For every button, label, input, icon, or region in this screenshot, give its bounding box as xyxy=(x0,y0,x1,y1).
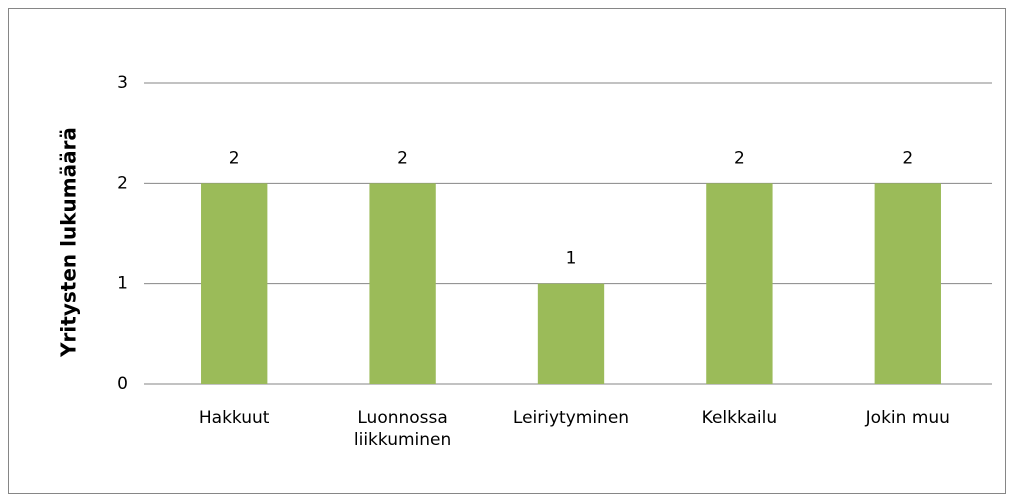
x-tick-label: Hakkuut xyxy=(199,408,270,428)
data-label: 2 xyxy=(734,148,745,168)
bar xyxy=(706,183,773,384)
bar xyxy=(369,183,436,384)
data-label: 2 xyxy=(397,148,408,168)
y-tick-label: 3 xyxy=(117,73,128,93)
y-tick-label: 1 xyxy=(117,274,128,294)
x-tick-label: Luonnossa liikkuminen xyxy=(354,408,451,450)
x-tick-label: Kelkkailu xyxy=(702,408,778,428)
data-label: 2 xyxy=(902,148,913,168)
x-tick-label: Leiriytyminen xyxy=(513,408,629,428)
data-label: 1 xyxy=(566,249,577,269)
y-tick-label: 2 xyxy=(117,173,128,193)
chart-border xyxy=(8,8,1006,494)
x-tick-label: Jokin muu xyxy=(865,408,950,428)
y-tick-label: 0 xyxy=(117,374,128,394)
bar xyxy=(874,183,941,384)
y-axis-label: Yritysten lukumäärä xyxy=(57,127,81,358)
bar xyxy=(537,283,605,384)
bar xyxy=(201,183,268,384)
data-label: 2 xyxy=(229,148,240,168)
